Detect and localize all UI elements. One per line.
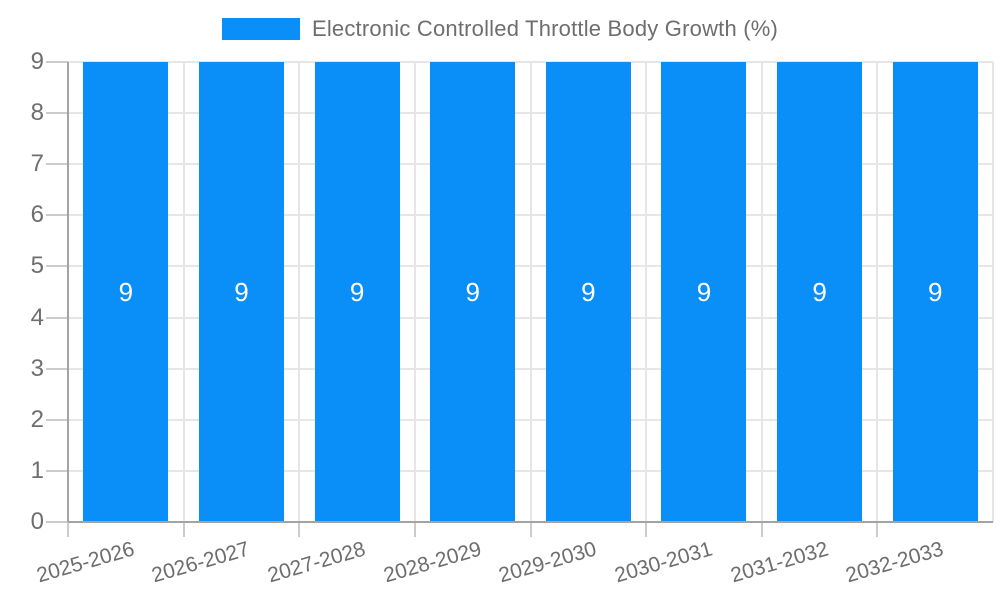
y-axis-label: 2	[30, 405, 44, 433]
bar: 9	[661, 62, 747, 522]
bar-value-label: 9	[696, 276, 712, 307]
bar: 9	[83, 62, 169, 522]
bar-value-label: 9	[234, 276, 249, 307]
x-gridline	[298, 62, 301, 522]
x-gridline	[529, 62, 532, 522]
bar-value-label: 9	[812, 276, 827, 307]
plot-area: 9 9 9 9 9 9 9 9	[46, 61, 994, 537]
y-axis-line	[67, 62, 69, 522]
y-axis-label: 3	[30, 354, 44, 382]
x-gridline	[413, 62, 416, 522]
bar-value-label: 9	[927, 276, 943, 307]
bar: 9	[198, 62, 284, 522]
y-axis-label: 0	[30, 508, 44, 535]
bar-value-label: 9	[349, 276, 365, 307]
x-tick	[298, 522, 301, 537]
y-axis-label: 6	[30, 201, 44, 229]
y-tick	[46, 469, 68, 472]
x-gridline	[992, 62, 994, 522]
x-gridline	[760, 62, 763, 522]
y-tick	[46, 112, 68, 115]
y-axis-label: 8	[30, 99, 44, 127]
y-axis-label: 1	[30, 456, 44, 484]
x-tick	[182, 522, 185, 537]
y-tick	[46, 61, 68, 63]
bar-value-label: 9	[581, 276, 596, 307]
x-gridline	[645, 62, 648, 522]
x-gridline	[182, 62, 185, 522]
x-tick	[413, 522, 416, 537]
y-tick	[46, 367, 68, 370]
x-tick	[529, 522, 532, 537]
bar: 9	[777, 62, 863, 522]
y-gridline	[68, 521, 993, 523]
bar: 9	[892, 62, 978, 522]
x-tick	[760, 522, 763, 537]
y-tick	[46, 265, 68, 268]
x-tick	[876, 522, 879, 537]
bar: 9	[430, 62, 516, 522]
y-axis-label: 4	[30, 303, 44, 331]
x-gridline	[876, 62, 879, 522]
bar: 9	[314, 62, 400, 522]
y-tick	[46, 418, 68, 421]
bar: 9	[545, 62, 631, 522]
y-tick	[46, 316, 68, 319]
chart-legend: Electronic Controlled Throttle Body Grow…	[0, 16, 1000, 42]
y-axis-label: 5	[30, 252, 44, 280]
x-tick	[67, 522, 69, 537]
y-axis-label: 9	[30, 48, 44, 75]
y-tick	[46, 521, 68, 523]
bar-value-label: 9	[118, 276, 134, 307]
y-tick	[46, 214, 68, 217]
bar-value-label: 9	[465, 276, 480, 307]
legend-label: Electronic Controlled Throttle Body Grow…	[311, 16, 779, 41]
y-tick	[46, 163, 68, 166]
legend-swatch	[221, 18, 300, 40]
x-tick	[645, 522, 648, 537]
y-axis-label: 7	[30, 150, 44, 178]
